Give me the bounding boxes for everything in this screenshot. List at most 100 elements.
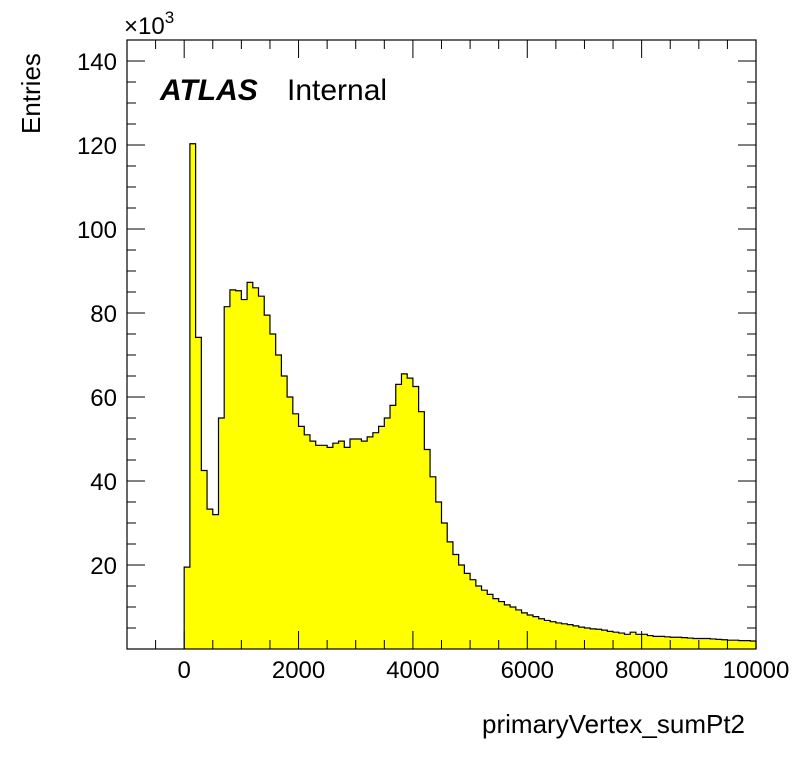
histogram-bar [292, 413, 299, 649]
histogram-bar [607, 631, 614, 649]
histogram-bar [618, 633, 625, 649]
histogram-bar [635, 634, 643, 649]
histogram-bar [452, 554, 460, 649]
histogram-bar [241, 299, 248, 649]
histogram-bar [481, 590, 488, 649]
x-tick-label: 4000 [386, 657, 439, 684]
histogram-bar [681, 637, 688, 649]
histogram-bar [350, 439, 357, 649]
histogram-bar [458, 565, 465, 649]
histogram-bar [721, 639, 728, 649]
histogram-bar [532, 616, 540, 649]
histogram-bar [550, 621, 557, 649]
histogram-bar [212, 514, 219, 649]
histogram-bar [309, 441, 317, 649]
histogram-bar [470, 579, 477, 649]
x-axis-title: primaryVertex_sumPt2 [482, 709, 745, 739]
x-tick-label: 10000 [723, 657, 790, 684]
histogram-bar [378, 426, 385, 649]
atlas-label: ATLAS [159, 74, 258, 107]
histogram-bar [327, 447, 334, 649]
histogram-bar [710, 638, 717, 649]
histogram-bar [395, 384, 402, 649]
histogram-bar [367, 436, 374, 649]
histogram-bar [361, 441, 368, 649]
histogram-bar [475, 586, 482, 649]
histogram-bar [527, 614, 534, 649]
histogram-bar [498, 601, 505, 649]
histogram-bar [441, 523, 448, 649]
histogram-bar [195, 337, 202, 649]
histogram-bar [595, 629, 603, 649]
histogram-bars [184, 143, 757, 650]
y-tick-label: 80 [90, 301, 117, 328]
histogram-bar [355, 439, 362, 649]
histogram-bar [332, 443, 339, 649]
histogram-bar [630, 632, 637, 649]
histogram-bar [218, 418, 225, 649]
y-tick-labels: 20 40 60 80 100 120 140 [77, 49, 117, 580]
histogram-bar [492, 598, 500, 649]
histogram-bar [613, 632, 620, 649]
histogram-bar [715, 639, 723, 649]
histogram-bar [372, 432, 379, 649]
x-tick-label: 6000 [501, 657, 554, 684]
histogram-bar [555, 622, 562, 649]
histogram-bar [561, 623, 568, 649]
histogram-bar [247, 282, 254, 649]
histogram-outline [183, 143, 757, 649]
histogram-bar [653, 636, 660, 649]
histogram-bar [584, 628, 591, 649]
y-tick-label: 40 [90, 469, 117, 496]
histogram-bar [401, 373, 408, 649]
histogram-bar [430, 476, 437, 649]
histogram-bar [264, 315, 271, 649]
histogram-bar [750, 641, 757, 649]
axis-ticks [126, 39, 757, 649]
histogram-bar [675, 637, 683, 649]
y-axis-multiplier: ×103 [124, 8, 174, 40]
histogram-bar [424, 449, 431, 649]
x-tick-label: 2000 [272, 657, 325, 684]
histogram-bar [184, 567, 191, 649]
histogram-bar [407, 378, 414, 649]
y-tick-label: 140 [77, 49, 117, 76]
histogram-bar [315, 445, 322, 649]
histogram-bar [252, 287, 259, 649]
histogram-bar [738, 640, 745, 649]
histogram-bar [338, 441, 345, 649]
histogram-bar [281, 376, 288, 649]
histogram-bar [258, 296, 265, 649]
internal-label: Internal [287, 74, 387, 107]
histogram-bar [590, 628, 597, 649]
histogram-bar [733, 640, 740, 649]
histogram-bar [390, 405, 397, 649]
histogram-bar [418, 411, 425, 649]
histogram-bar [687, 638, 694, 649]
histogram-bar [664, 636, 671, 649]
histogram-bar [698, 638, 705, 649]
histogram-bar [201, 470, 208, 649]
histogram-bar [515, 609, 522, 649]
y-axis-title: Entries [16, 53, 46, 134]
histogram-bar [229, 289, 237, 649]
histogram-bar [567, 624, 574, 649]
y-tick-label: 120 [77, 133, 117, 160]
y-tick-label: 20 [90, 553, 117, 580]
histogram-bar [487, 594, 494, 649]
histogram-bar [321, 445, 328, 649]
histogram-bar [207, 509, 214, 649]
histogram-bar [275, 355, 282, 649]
y-tick-label: 60 [90, 385, 117, 412]
histogram-bar [287, 397, 294, 649]
x-tick-labels: 0 2000 4000 6000 8000 10000 [178, 657, 790, 684]
histogram-bar [704, 638, 711, 649]
histogram-bar [510, 607, 517, 649]
histogram-bar [435, 502, 442, 649]
histogram-bar [447, 541, 454, 649]
x-tick-label: 0 [178, 657, 191, 684]
histogram-bar [344, 447, 351, 649]
histogram-bar [538, 618, 545, 649]
histogram-bar [464, 573, 471, 649]
